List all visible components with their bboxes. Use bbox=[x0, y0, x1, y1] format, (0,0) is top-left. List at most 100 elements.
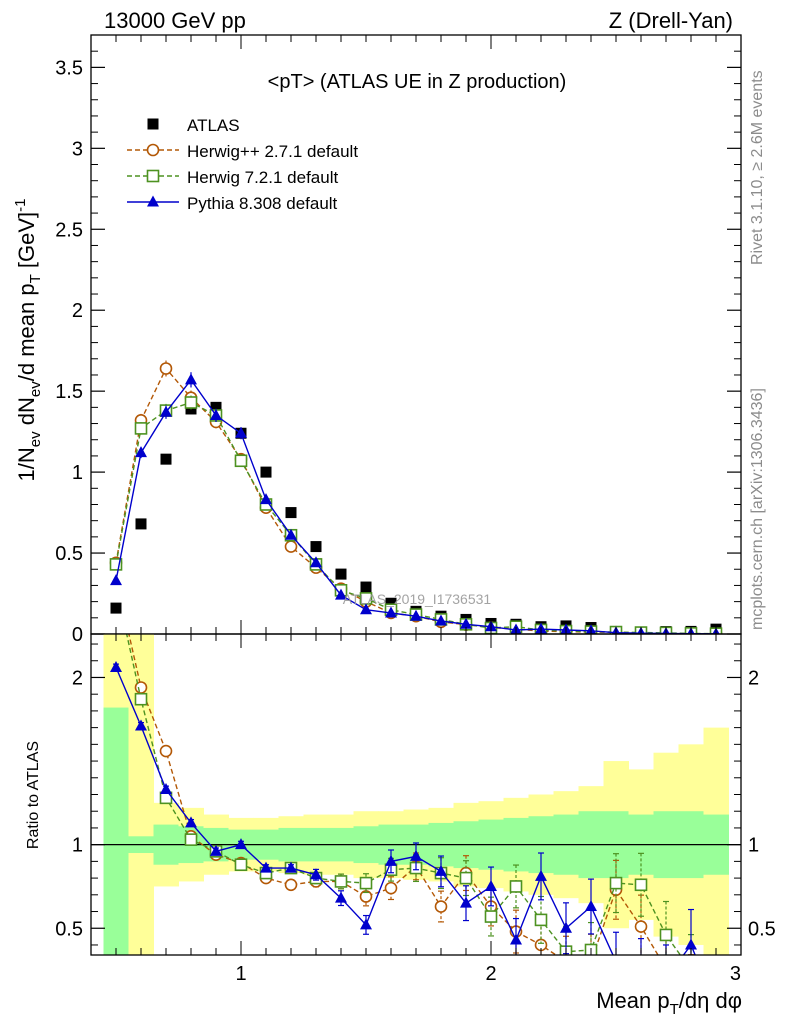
ratio-uncertainty-bands bbox=[91, 634, 741, 955]
ratio-point bbox=[609, 876, 623, 890]
ratio-point bbox=[485, 879, 497, 891]
series-point bbox=[285, 528, 297, 540]
data-point bbox=[385, 597, 397, 609]
series-point bbox=[109, 558, 123, 571]
chart-title: <pT> (ATLAS UE in Z production) bbox=[268, 71, 567, 93]
ratio-y-tick-label: 1 bbox=[72, 835, 83, 857]
ratio-point bbox=[560, 921, 572, 933]
ratio-point bbox=[235, 838, 247, 850]
ratio-point bbox=[659, 928, 673, 942]
series-point bbox=[385, 606, 397, 618]
ratio-point bbox=[635, 964, 647, 975]
ratio-point bbox=[484, 910, 498, 923]
ratio-point bbox=[535, 869, 547, 881]
legend-marker bbox=[147, 118, 159, 130]
series-point bbox=[134, 422, 148, 435]
ratio-point bbox=[110, 660, 122, 672]
ratio-point bbox=[686, 965, 697, 976]
ratio-point bbox=[434, 900, 448, 913]
ratio-plot-marks bbox=[110, 634, 697, 983]
y-tick-label: 0.5 bbox=[55, 543, 83, 565]
ratio-point bbox=[384, 881, 398, 895]
y-tick-label: 1 bbox=[72, 462, 83, 484]
ratio-point bbox=[160, 782, 172, 794]
ratio-point bbox=[509, 880, 523, 893]
band-inner-bin bbox=[103, 707, 129, 955]
series-point bbox=[284, 540, 298, 553]
y-tick-label: 1.5 bbox=[55, 381, 83, 403]
ratio-y-tick-label: 2 bbox=[72, 667, 83, 689]
ratio-point bbox=[335, 891, 347, 903]
ratio-point bbox=[385, 854, 397, 866]
analysis-watermark: ATLAS_2019_I1736531 bbox=[343, 591, 492, 607]
data-point bbox=[260, 466, 272, 478]
ratio-panel: 0.5 0.5 1 1 2 2 1 2 3 bbox=[55, 633, 776, 985]
ratio-point bbox=[685, 938, 697, 950]
x-tick-label: 3 bbox=[730, 963, 741, 985]
series-point bbox=[360, 603, 372, 615]
ratio-point bbox=[260, 861, 272, 873]
legend-marker bbox=[146, 143, 160, 157]
data-point bbox=[310, 541, 322, 553]
legend-label: Pythia 8.308 default bbox=[187, 194, 338, 213]
ratio-point bbox=[661, 963, 672, 974]
ratio-point bbox=[360, 918, 372, 930]
ratio-point bbox=[359, 876, 373, 890]
y-tick-label: 3 bbox=[72, 138, 83, 160]
series-point bbox=[435, 614, 447, 626]
series-point bbox=[184, 396, 198, 409]
data-point bbox=[335, 568, 347, 580]
ratio-point bbox=[234, 858, 248, 872]
y-tick-label: 2.5 bbox=[55, 219, 83, 241]
ratio-point bbox=[534, 913, 548, 927]
series-point bbox=[310, 556, 322, 568]
legend-label: Herwig 7.2.1 default bbox=[187, 168, 338, 187]
ratio-y-axis-title: Ratio to ATLAS bbox=[25, 741, 42, 849]
ratio-point bbox=[435, 864, 447, 876]
ratio-point bbox=[184, 833, 198, 846]
series-point bbox=[110, 574, 122, 586]
y-tick-label: 2 bbox=[72, 300, 83, 322]
main-panel: <pT> (ATLAS UE in Z production) ATLAS_20… bbox=[55, 34, 742, 646]
legend-item: Pythia 8.308 default bbox=[127, 194, 338, 213]
series-point bbox=[335, 588, 347, 600]
ratio-point bbox=[334, 875, 348, 888]
source-label: mcplots.cern.ch [arXiv:1306.3436] bbox=[749, 388, 766, 630]
rivet-version-label: Rivet 3.1.10, ≥ 2.6M events bbox=[749, 70, 766, 265]
x-axis-title: Mean pT/dη dφ bbox=[596, 988, 742, 1018]
chart-title-text: <pT> (ATLAS UE in Z production) bbox=[268, 71, 567, 93]
ratio-y-tick-label-right: 2 bbox=[748, 667, 759, 689]
legend-label: Herwig++ 2.7.1 default bbox=[187, 142, 358, 161]
ratio-point bbox=[185, 816, 197, 828]
data-point bbox=[160, 453, 172, 465]
series-point bbox=[210, 408, 222, 420]
ratio-point bbox=[510, 933, 522, 945]
series-point bbox=[160, 405, 172, 417]
series-point bbox=[185, 373, 197, 385]
legend-item: Herwig++ 2.7.1 default bbox=[127, 142, 358, 161]
x-tick-label: 2 bbox=[485, 963, 496, 985]
series-point bbox=[159, 362, 173, 375]
ratio-point bbox=[284, 878, 298, 892]
ratio-point bbox=[135, 719, 147, 731]
data-point bbox=[285, 507, 297, 519]
ratio-point bbox=[310, 868, 322, 880]
series-point bbox=[234, 454, 248, 468]
ratio-point bbox=[610, 955, 622, 966]
y-tick-label: 0 bbox=[72, 624, 83, 646]
ratio-point bbox=[634, 878, 648, 892]
ratio-point bbox=[210, 844, 222, 856]
data-point bbox=[360, 581, 372, 593]
data-point bbox=[210, 401, 222, 413]
ratio-point bbox=[585, 900, 597, 912]
ratio-point bbox=[586, 956, 597, 967]
series-point bbox=[135, 446, 147, 458]
x-tick-label: 1 bbox=[235, 963, 246, 985]
data-point bbox=[135, 518, 147, 530]
ratio-point bbox=[660, 972, 672, 983]
ratio-point bbox=[561, 956, 572, 967]
y-tick-label: 3.5 bbox=[55, 57, 83, 79]
ratio-point bbox=[159, 744, 173, 758]
data-point bbox=[110, 602, 122, 614]
